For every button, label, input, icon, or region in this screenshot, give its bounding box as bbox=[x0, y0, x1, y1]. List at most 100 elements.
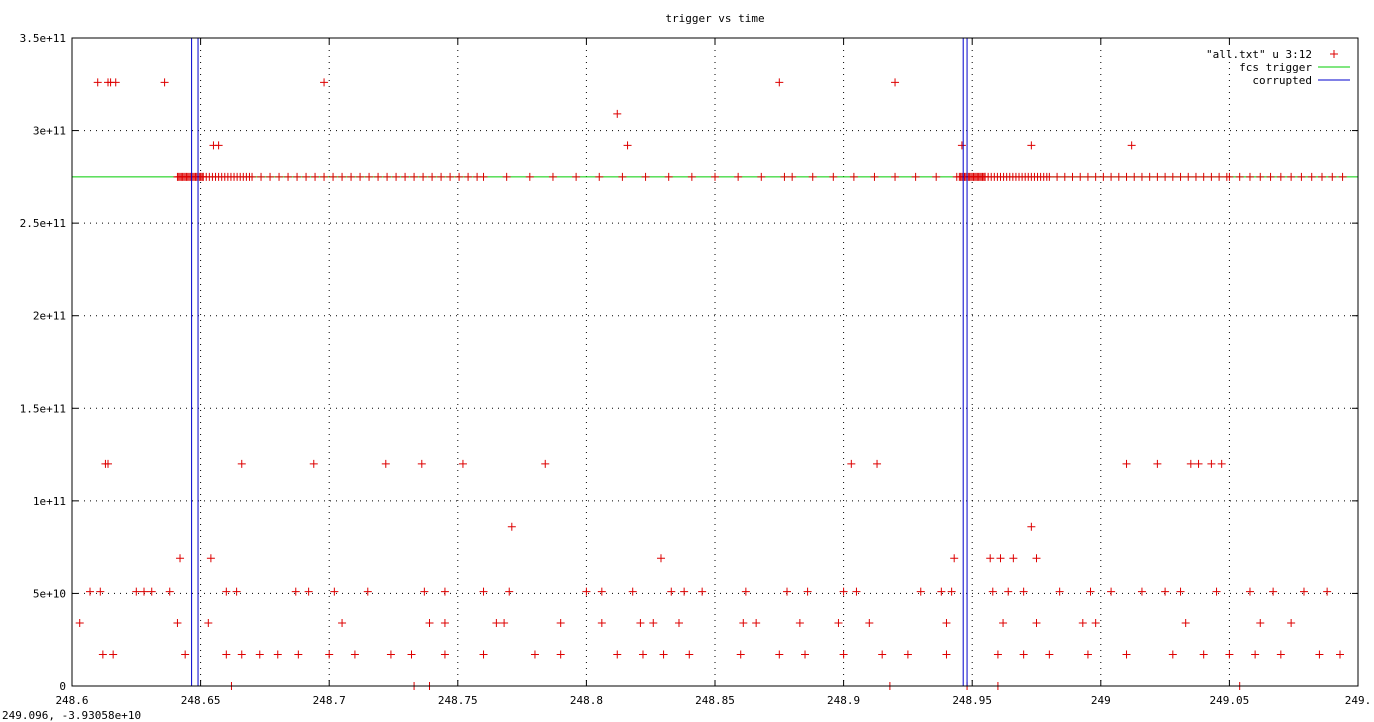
data-point bbox=[294, 650, 303, 659]
data-point bbox=[775, 78, 784, 87]
data-point bbox=[957, 141, 966, 150]
data-point bbox=[950, 554, 959, 563]
data-point bbox=[222, 587, 231, 596]
y-axis: 0 5e+10 1e+11 1.5e+11 2e+11 2.5e+11 3e+11 3.5e+… bbox=[20, 32, 1358, 693]
data-point bbox=[291, 587, 300, 596]
data-point bbox=[1091, 619, 1100, 628]
data-point bbox=[1078, 619, 1087, 628]
data-point bbox=[541, 459, 550, 468]
x-axis: 248.6 248.65 248.7 248.75 248.8 248.85 248.9 24… bbox=[55, 38, 1371, 707]
data-point bbox=[464, 172, 473, 181]
data-point bbox=[165, 587, 174, 596]
data-point bbox=[1068, 172, 1077, 181]
data-point bbox=[834, 619, 843, 628]
data-point bbox=[1122, 459, 1131, 468]
data-point bbox=[656, 554, 665, 563]
data-point bbox=[222, 650, 231, 659]
data-point bbox=[1099, 172, 1108, 181]
data-point bbox=[1336, 650, 1344, 659]
data-point bbox=[780, 172, 789, 181]
data-point bbox=[111, 78, 120, 87]
data-point bbox=[1137, 587, 1146, 596]
y-tick-label: 1.5e+11 bbox=[20, 402, 66, 415]
data-point bbox=[1215, 172, 1224, 181]
data-point bbox=[530, 650, 539, 659]
data-point bbox=[847, 459, 856, 468]
data-point bbox=[356, 172, 365, 181]
data-point bbox=[1107, 587, 1116, 596]
data-point bbox=[788, 172, 797, 181]
data-point bbox=[1287, 172, 1296, 181]
data-point bbox=[492, 619, 501, 628]
data-point bbox=[338, 172, 347, 181]
data-point bbox=[937, 587, 946, 596]
y-tick-label: 1e+11 bbox=[33, 495, 66, 508]
data-point bbox=[1199, 172, 1208, 181]
data-point bbox=[1317, 172, 1326, 181]
data-point bbox=[320, 78, 329, 87]
x-tick-label: 249. bbox=[1345, 694, 1372, 707]
data-point bbox=[734, 172, 743, 181]
data-point bbox=[1053, 172, 1062, 181]
data-point bbox=[1181, 619, 1190, 628]
data-point bbox=[1032, 554, 1041, 563]
data-point bbox=[613, 650, 622, 659]
data-point bbox=[173, 619, 182, 628]
data-point bbox=[1168, 172, 1177, 181]
data-point bbox=[1161, 587, 1170, 596]
data-point bbox=[680, 587, 689, 596]
data-point bbox=[829, 172, 838, 181]
data-point bbox=[446, 172, 455, 181]
data-point bbox=[659, 650, 668, 659]
data-point bbox=[232, 587, 241, 596]
data-point bbox=[1186, 459, 1195, 468]
data-point bbox=[392, 172, 401, 181]
data-point bbox=[849, 172, 858, 181]
data-point bbox=[932, 172, 941, 181]
data-point bbox=[1004, 587, 1013, 596]
data-point bbox=[986, 554, 995, 563]
data-point bbox=[1009, 554, 1018, 563]
data-point bbox=[1297, 172, 1306, 181]
x-tick-label: 248.8 bbox=[570, 694, 603, 707]
data-point bbox=[419, 172, 428, 181]
data-point bbox=[996, 554, 1005, 563]
data-point bbox=[140, 587, 149, 596]
data-point bbox=[500, 619, 509, 628]
data-point bbox=[325, 650, 334, 659]
data-point bbox=[572, 172, 581, 181]
data-point bbox=[1217, 459, 1226, 468]
data-point bbox=[338, 619, 347, 628]
data-point bbox=[109, 650, 118, 659]
data-point bbox=[479, 172, 488, 181]
scatter-points bbox=[75, 78, 1347, 690]
data-point bbox=[1019, 587, 1028, 596]
x-tick-label: 248.65 bbox=[181, 694, 221, 707]
data-point bbox=[1245, 172, 1254, 181]
data-point bbox=[160, 78, 169, 87]
data-point bbox=[1027, 522, 1036, 531]
data-point bbox=[383, 172, 392, 181]
data-point bbox=[839, 650, 848, 659]
data-point bbox=[104, 459, 113, 468]
data-point bbox=[1194, 459, 1203, 468]
data-point bbox=[1114, 172, 1123, 181]
data-point bbox=[176, 554, 185, 563]
data-point bbox=[1083, 650, 1092, 659]
data-point bbox=[1027, 141, 1036, 150]
data-point bbox=[1032, 619, 1041, 628]
data-point bbox=[808, 172, 817, 181]
data-point bbox=[783, 587, 792, 596]
data-point bbox=[649, 619, 658, 628]
data-point bbox=[803, 587, 812, 596]
coordinate-readout: 249.096, -3.93058e+10 bbox=[2, 709, 142, 722]
data-point bbox=[505, 587, 514, 596]
data-point bbox=[947, 587, 956, 596]
data-point bbox=[711, 172, 719, 181]
data-point bbox=[204, 619, 213, 628]
legend-marker bbox=[1330, 50, 1338, 58]
data-point bbox=[1127, 141, 1136, 150]
data-point bbox=[365, 172, 374, 181]
data-point bbox=[479, 587, 488, 596]
data-point bbox=[1153, 459, 1162, 468]
